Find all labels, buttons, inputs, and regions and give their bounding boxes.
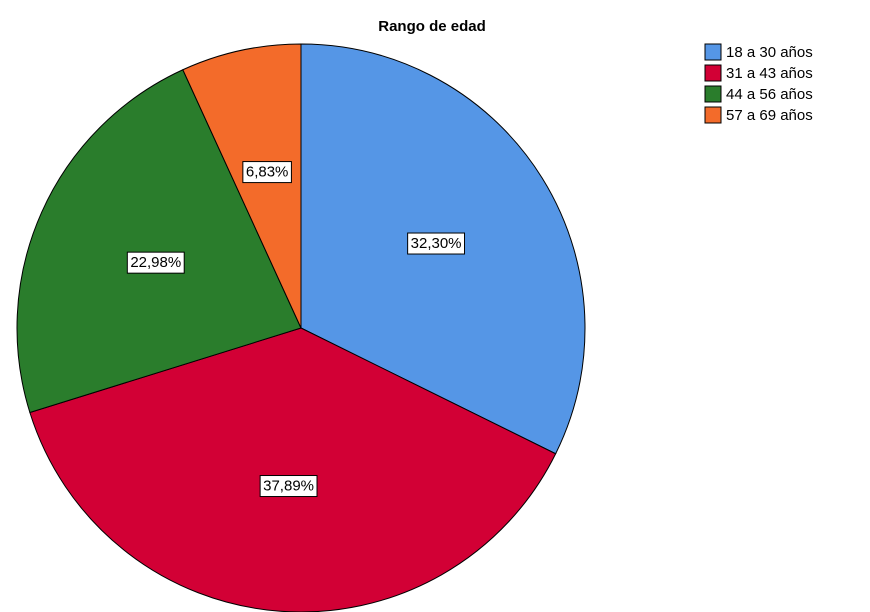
legend-label: 57 a 69 años <box>726 107 813 124</box>
legend-swatch <box>704 106 722 124</box>
data-label: 37,89% <box>263 478 314 495</box>
data-label: 32,30% <box>411 235 462 252</box>
data-label-box <box>126 251 185 274</box>
pie-slice <box>29 327 557 612</box>
data-label-box <box>407 232 466 255</box>
legend-swatch <box>704 43 722 61</box>
pie-slice <box>182 43 302 329</box>
legend-swatch <box>704 64 722 82</box>
legend-label: 18 a 30 años <box>726 44 813 61</box>
legend-label: 44 a 56 años <box>726 86 813 103</box>
chart-title: Rango de edad <box>378 18 486 35</box>
data-label-box <box>242 161 292 184</box>
legend-label: 31 a 43 años <box>726 65 813 82</box>
data-label-box <box>259 475 318 498</box>
data-label: 22,98% <box>130 254 181 271</box>
pie-slice <box>16 69 302 414</box>
legend-swatch <box>704 85 722 103</box>
data-label: 6,83% <box>246 164 289 181</box>
